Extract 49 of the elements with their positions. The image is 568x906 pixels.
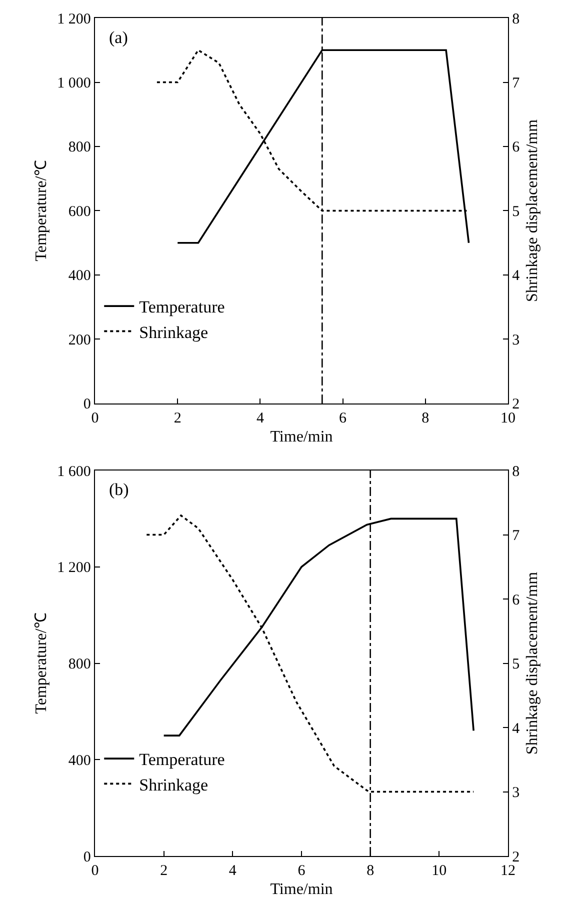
x-tick-label: 12: [500, 863, 516, 880]
y2-tick-label: 6: [512, 592, 520, 608]
y2-tick-label: 3: [512, 785, 520, 801]
y2-tick-label: 2: [512, 396, 520, 413]
y-axis-title: Temperature/℃: [33, 160, 50, 262]
y2-tick-label: 5: [512, 656, 520, 673]
y-tick-label: 0: [83, 849, 91, 866]
x-axis-title: Time/min: [270, 428, 333, 446]
y2-tick-label: 4: [512, 720, 520, 737]
y-axis-title: Temperature/℃: [33, 612, 50, 714]
y2-tick-label: 4: [512, 268, 520, 284]
annotation: (b): [109, 480, 129, 499]
y2-axis-title: Shrinkage displacement/mm: [524, 571, 541, 755]
y-tick-label: 800: [68, 656, 91, 673]
y2-tick-label: 8: [512, 11, 520, 28]
y-tick-label: 1 000: [57, 76, 91, 92]
y2-tick-label: 8: [512, 464, 520, 480]
x-tick-label: 10: [432, 863, 447, 880]
legend-label: Temperature: [139, 750, 225, 770]
y2-tick-label: 7: [512, 528, 520, 544]
y-tick-label: 400: [68, 752, 91, 769]
x-tick-label: 8: [366, 863, 374, 880]
y-tick-label: 1 200: [57, 11, 91, 28]
y-tick-label: 400: [68, 268, 91, 284]
y-tick-label: 800: [68, 140, 91, 156]
x-tick-label: 2: [174, 410, 182, 427]
x-tick-label: 4: [228, 863, 237, 880]
x-tick-label: 2: [160, 863, 168, 880]
y2-tick-label: 7: [512, 76, 520, 92]
x-tick-label: 6: [339, 410, 348, 427]
y2-tick-label: 2: [512, 849, 520, 866]
y-tick-label: 1 600: [57, 464, 91, 480]
x-tick-label: 6: [298, 863, 306, 880]
legend-label: Shrinkage: [139, 775, 208, 794]
annotation: (a): [109, 28, 128, 47]
x-tick-label: 4: [256, 410, 264, 427]
y-tick-label: 0: [83, 396, 91, 413]
y2-tick-label: 5: [512, 204, 520, 220]
legend-label: Shrinkage: [139, 322, 208, 342]
y-tick-label: 1 200: [57, 560, 91, 576]
legend-label: Temperature: [139, 298, 225, 317]
y2-axis-title: Shrinkage displacement/mm: [524, 118, 541, 302]
y2-tick-label: 6: [512, 140, 520, 156]
x-tick-label: 10: [500, 410, 516, 427]
y2-tick-label: 3: [512, 332, 520, 348]
y-tick-label: 600: [68, 204, 91, 220]
x-axis-title: Time/min: [270, 880, 333, 898]
x-tick-label: 8: [422, 410, 430, 427]
y-tick-label: 200: [68, 332, 91, 348]
